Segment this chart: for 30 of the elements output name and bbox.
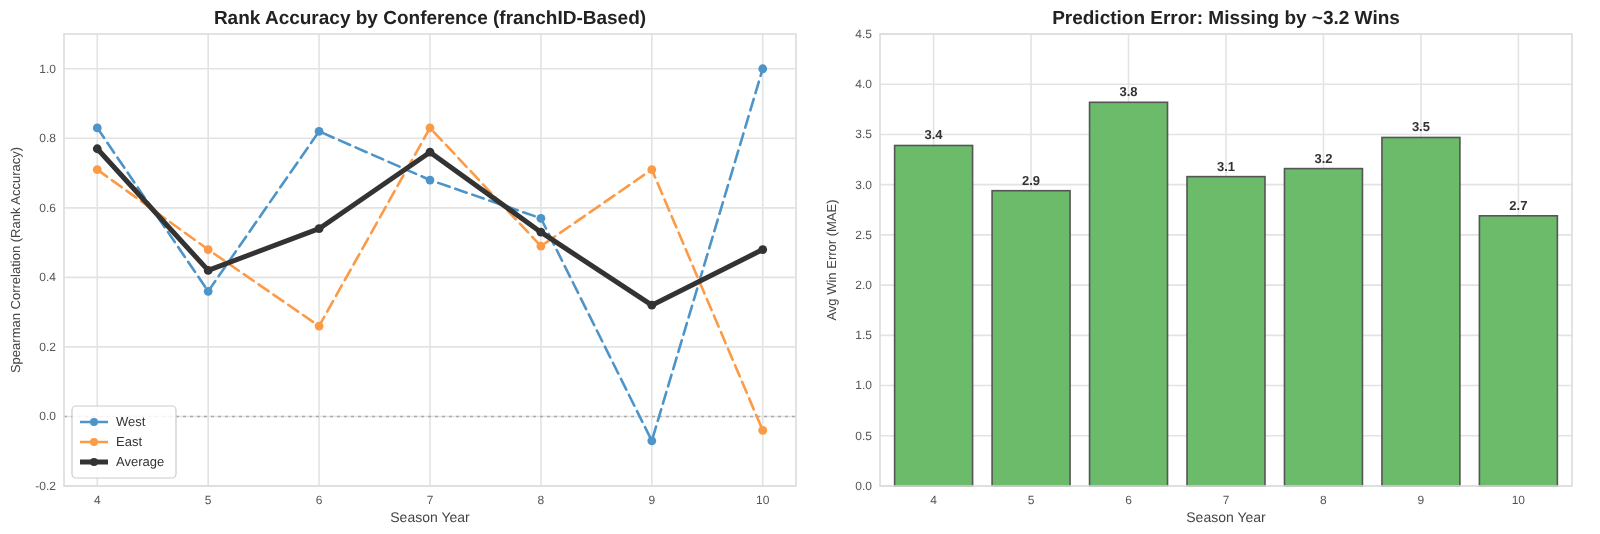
- point: [314, 126, 324, 136]
- point: [536, 241, 546, 251]
- bar: [1478, 215, 1559, 487]
- point: [758, 64, 768, 74]
- point: [92, 144, 102, 154]
- chart-title: Rank Accuracy by Conference (franchID-Based): [213, 8, 647, 30]
- point: [536, 213, 546, 223]
- point: [203, 245, 213, 254]
- bar: [1283, 167, 1364, 487]
- point: [92, 165, 102, 174]
- point: [647, 436, 657, 446]
- bar: [1381, 136, 1461, 487]
- point: [203, 266, 213, 275]
- point: [314, 224, 324, 234]
- chart-title: Prediction Error: Missing by ~3.2 Wins: [1052, 8, 1400, 30]
- point: [647, 165, 657, 174]
- point: [536, 227, 546, 237]
- point: [314, 321, 324, 331]
- point: [425, 123, 435, 133]
- point: [758, 425, 768, 435]
- bar: [1186, 175, 1266, 487]
- point: [758, 245, 768, 254]
- point: [425, 147, 435, 157]
- bar: [1088, 101, 1169, 487]
- bar: [893, 144, 974, 487]
- point: [92, 123, 102, 133]
- bar: [991, 189, 1071, 487]
- point: [647, 300, 657, 310]
- point: [425, 175, 435, 185]
- point: [203, 286, 213, 296]
